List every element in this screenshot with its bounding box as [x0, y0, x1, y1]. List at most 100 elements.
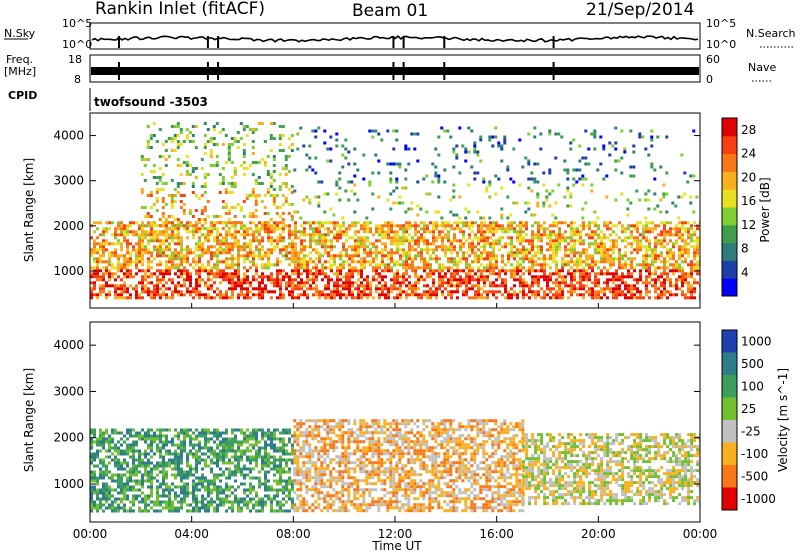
- heatmap-cell: [165, 254, 168, 258]
- heatmap-cell: [149, 191, 153, 194]
- heatmap-cell: [314, 171, 318, 175]
- heatmap-cell: [582, 293, 585, 297]
- heatmap-cell: [390, 284, 393, 288]
- heatmap-cell: [650, 129, 654, 133]
- heatmap-cell: [308, 201, 312, 205]
- heatmap-cell: [624, 236, 627, 240]
- heatmap-cell: [138, 509, 141, 513]
- heatmap-cell: [123, 260, 126, 264]
- heatmap-cell: [123, 227, 126, 231]
- heatmap-cell: [411, 287, 414, 291]
- heatmap-cell: [539, 147, 543, 151]
- heatmap-cell: [90, 272, 93, 276]
- heatmap-cell: [246, 233, 249, 237]
- heatmap-cell: [161, 206, 165, 209]
- heatmap-cell: [306, 275, 309, 279]
- heatmap-cell: [483, 266, 486, 270]
- heatmap-cell: [156, 464, 159, 468]
- heatmap-cell: [219, 269, 222, 273]
- heatmap-cell: [207, 263, 210, 267]
- heatmap-cell: [270, 230, 273, 234]
- heatmap-cell: [129, 296, 132, 300]
- heatmap-cell: [326, 159, 330, 163]
- heatmap-cell: [165, 233, 168, 237]
- heatmap-cell: [327, 227, 330, 231]
- heatmap-cell: [222, 296, 225, 300]
- heatmap-cell: [549, 236, 552, 240]
- heatmap-cell: [690, 239, 693, 243]
- heatmap-cell: [156, 479, 159, 483]
- heatmap-cell: [426, 284, 429, 288]
- heatmap-cell: [195, 443, 198, 447]
- heatmap-cell: [647, 207, 651, 211]
- heatmap-cell: [321, 236, 324, 240]
- heatmap-cell: [164, 182, 168, 185]
- heatmap-cell: [452, 150, 456, 154]
- heatmap-cell: [630, 251, 633, 255]
- heatmap-cell: [395, 162, 399, 166]
- heatmap-cell: [132, 245, 135, 249]
- heatmap-cell: [600, 287, 603, 291]
- heatmap-cell: [495, 284, 498, 288]
- heatmap-cell: [618, 260, 621, 264]
- heatmap-cell: [182, 212, 186, 215]
- heatmap-cell: [339, 254, 342, 258]
- heatmap-cell: [306, 287, 309, 291]
- heatmap-cell: [245, 197, 249, 200]
- heatmap-cell: [159, 431, 162, 435]
- heatmap-cell: [177, 236, 180, 240]
- heatmap-cell: [525, 269, 528, 273]
- heatmap-cell: [378, 266, 381, 270]
- heatmap-cell: [294, 245, 297, 249]
- heatmap-cell: [261, 263, 264, 267]
- heatmap-cell: [270, 239, 273, 243]
- heatmap-cell: [537, 239, 540, 243]
- heatmap-cell: [527, 201, 531, 205]
- heatmap-cell: [531, 236, 534, 240]
- heatmap-cell: [504, 263, 507, 267]
- heatmap-cell: [366, 293, 369, 297]
- heatmap-cell: [102, 437, 105, 441]
- heatmap-cell: [279, 269, 282, 273]
- heatmap-cell: [464, 159, 468, 163]
- heatmap-cell: [93, 434, 96, 438]
- heatmap-cell: [696, 263, 699, 267]
- heatmap-cell: [117, 446, 120, 450]
- heatmap-cell: [474, 272, 477, 276]
- heatmap-cell: [486, 230, 489, 234]
- heatmap-cell: [150, 455, 153, 459]
- heatmap-cell: [120, 467, 123, 471]
- heatmap-cell: [179, 128, 183, 131]
- heatmap-cell: [267, 227, 270, 231]
- heatmap-cell: [254, 197, 258, 200]
- heatmap-cell: [167, 137, 171, 140]
- heatmap-cell: [186, 230, 189, 234]
- heatmap-cell: [111, 458, 114, 462]
- heatmap-cell: [270, 275, 273, 279]
- heatmap-cell: [635, 189, 639, 193]
- heatmap-cell: [176, 140, 180, 143]
- heatmap-cell: [474, 257, 477, 261]
- heatmap-cell: [138, 281, 141, 285]
- heatmap-cell: [513, 272, 516, 276]
- heatmap-cell: [93, 473, 96, 477]
- heatmap-cell: [584, 177, 588, 181]
- heatmap-cell: [215, 164, 219, 167]
- heatmap-cell: [618, 251, 621, 255]
- heatmap-cell: [606, 284, 609, 288]
- heatmap-cell: [426, 260, 429, 264]
- heatmap-cell: [645, 254, 648, 258]
- heatmap-cell: [327, 293, 330, 297]
- heatmap-cell: [531, 230, 534, 234]
- heatmap-cell: [591, 257, 594, 261]
- heatmap-cell: [231, 296, 234, 300]
- heatmap-cell: [285, 224, 288, 228]
- heatmap-cell: [216, 269, 219, 273]
- heatmap-cell: [330, 239, 333, 243]
- heatmap-cell: [669, 248, 672, 252]
- heatmap-cell: [405, 254, 408, 258]
- heatmap-cell: [147, 251, 150, 255]
- heatmap-cell: [108, 257, 111, 261]
- heatmap-cell: [423, 239, 426, 243]
- heatmap-cell: [203, 173, 207, 176]
